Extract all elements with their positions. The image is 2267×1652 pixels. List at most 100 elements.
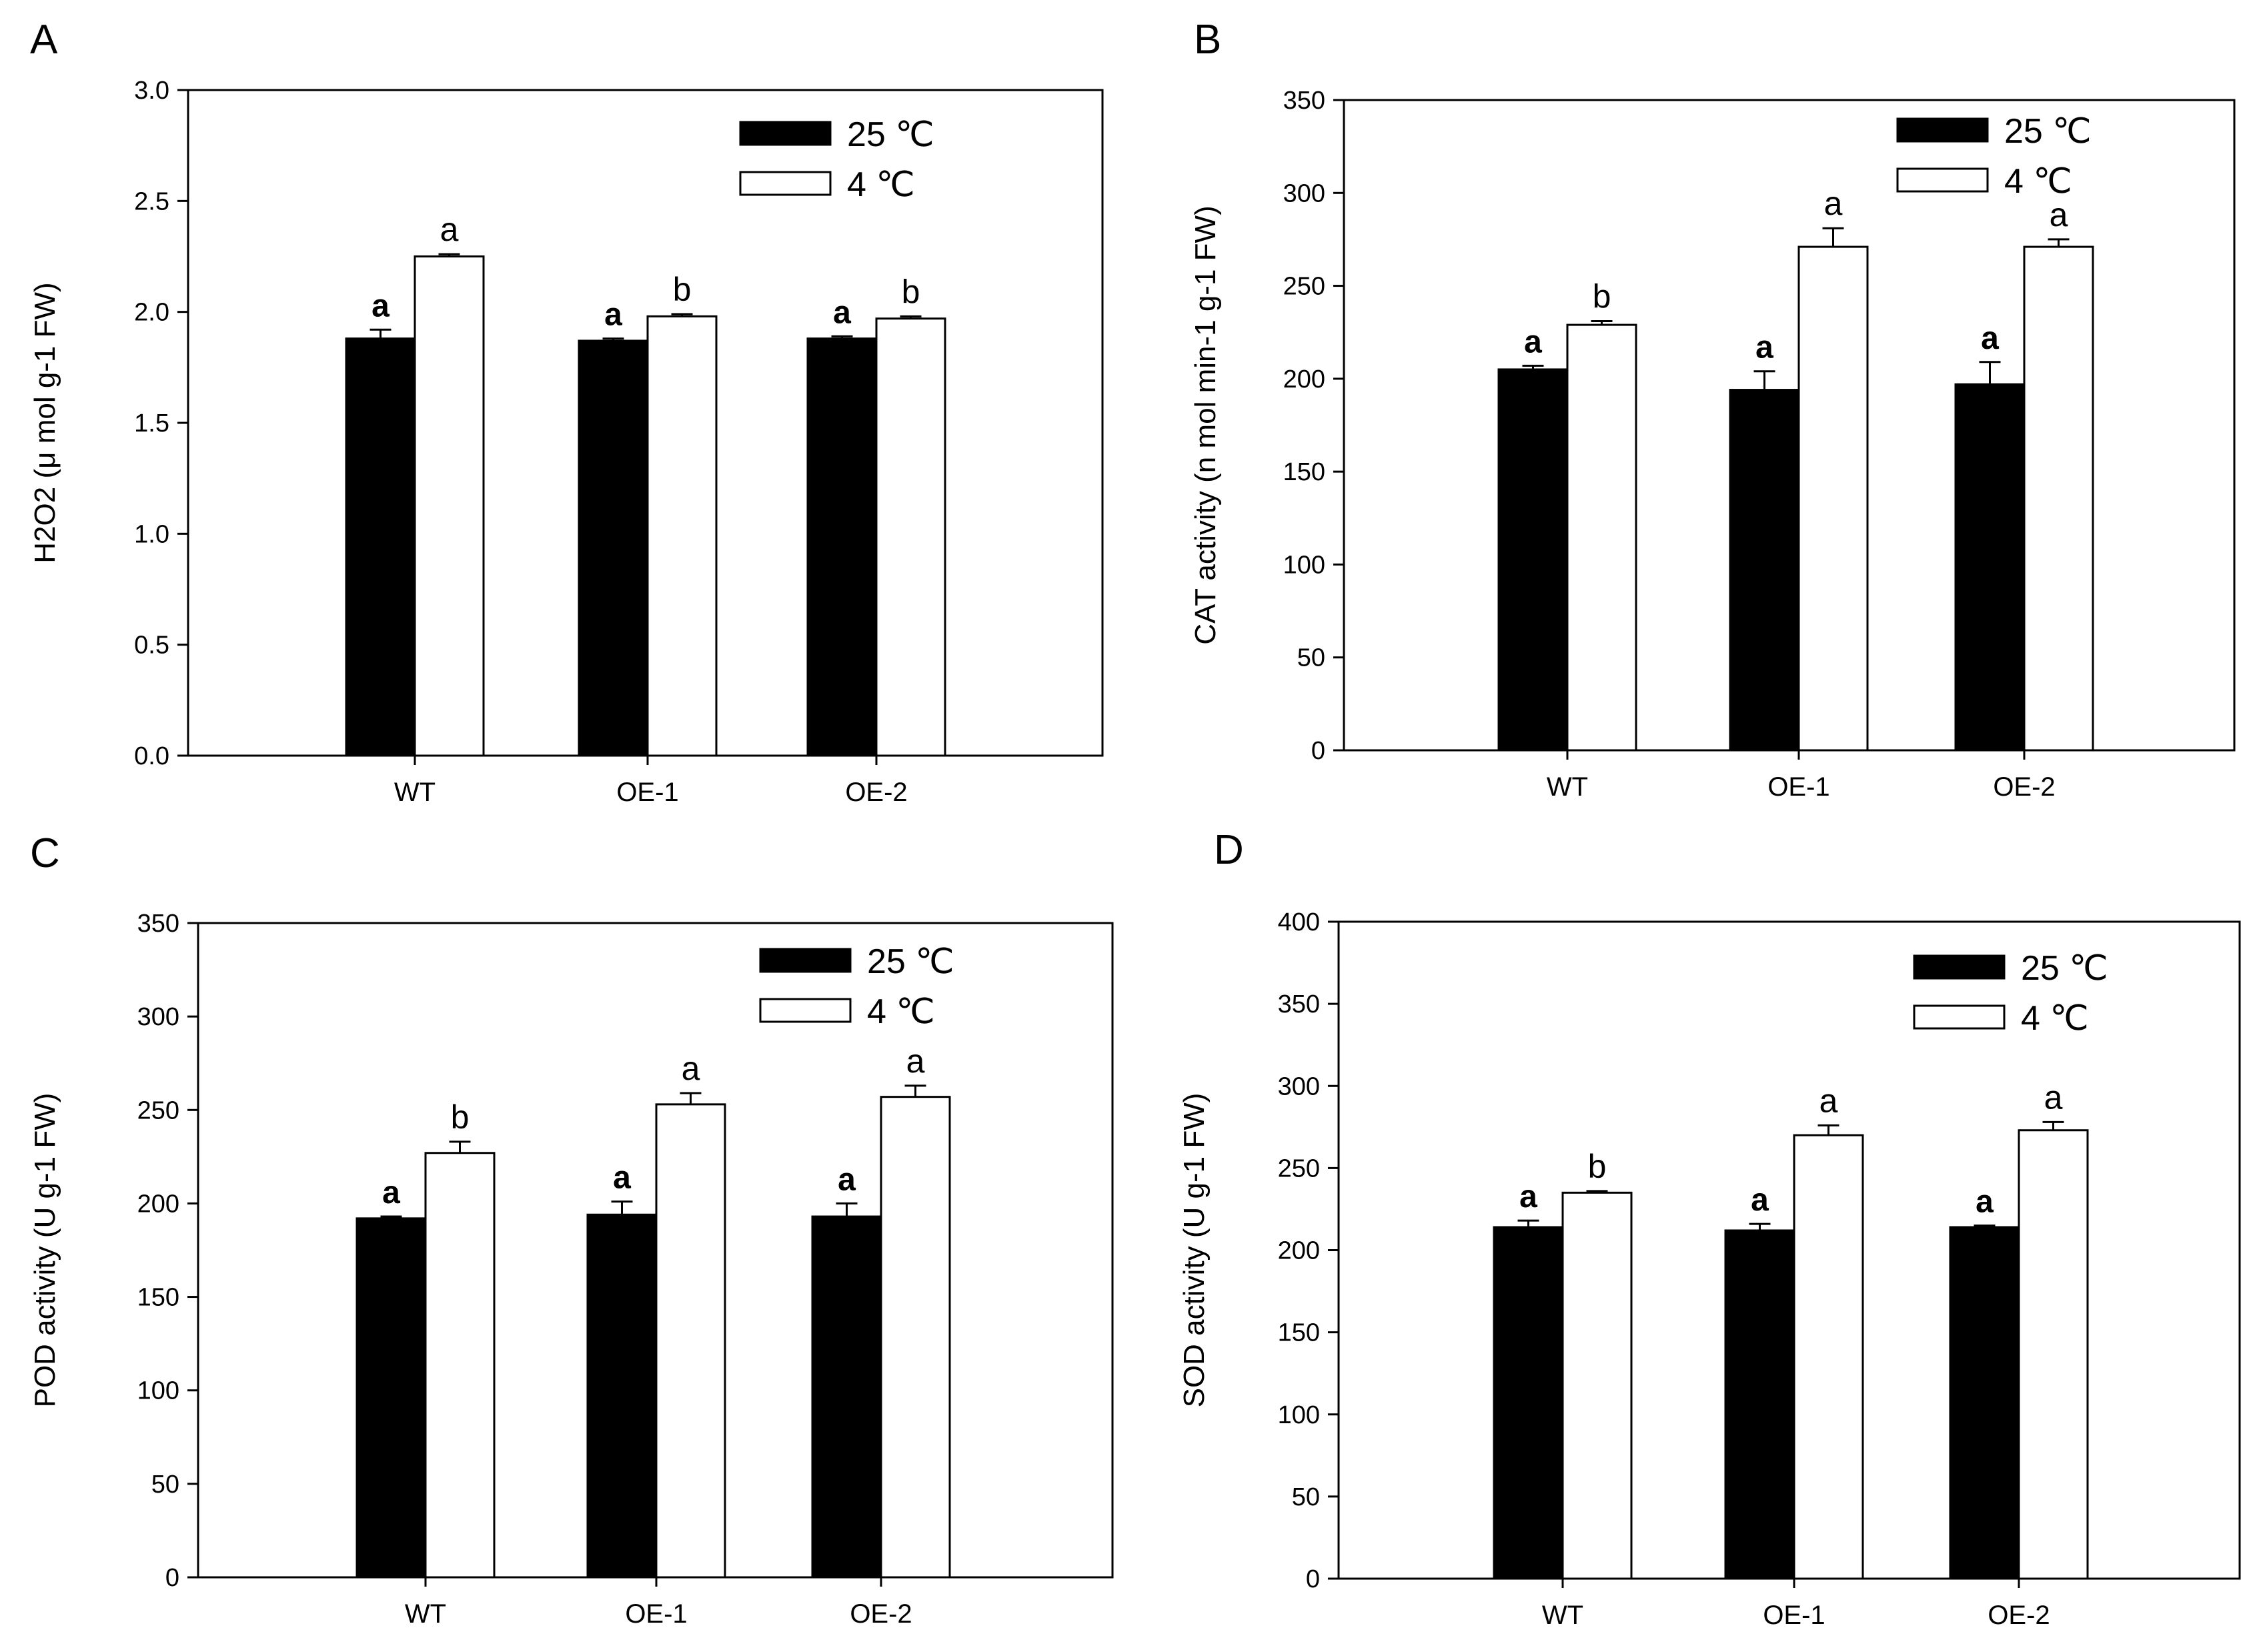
significance-label: b <box>1593 278 1611 315</box>
legend-label-25c: 25 ℃ <box>847 115 934 154</box>
y-tick-label: 350 <box>137 910 179 938</box>
significance-label: a <box>613 1160 631 1196</box>
y-tick-label: 150 <box>1283 458 1325 486</box>
y-tick-label: 50 <box>1297 644 1325 672</box>
chart-panel-d: D 0 50 100 150 200 250 300 350 400 SOD activity (U… <box>1178 827 2241 1630</box>
y-tick-label: 0.5 <box>134 632 169 660</box>
y-tick-label: 100 <box>1283 551 1325 579</box>
y-tick-label: 300 <box>1278 1072 1320 1100</box>
y-tick-label: 200 <box>137 1190 179 1218</box>
bar-25c <box>345 337 416 757</box>
significance-label: b <box>1588 1148 1607 1185</box>
y-tick-label: 150 <box>1278 1319 1320 1347</box>
bar-25c <box>1954 383 2026 752</box>
significance-label: a <box>1519 1179 1537 1214</box>
significance-label: b <box>451 1098 470 1136</box>
y-tick-label: 250 <box>137 1096 179 1124</box>
bar-25c <box>1493 1226 1564 1580</box>
y-tick-label: 350 <box>1283 87 1325 115</box>
y-tick-label: 50 <box>151 1471 179 1499</box>
bar-25c <box>355 1217 427 1579</box>
significance-label: a <box>833 295 851 330</box>
significance-label: b <box>673 271 692 308</box>
category-label: OE-2 <box>1993 772 2055 802</box>
significance-label: a <box>371 288 390 323</box>
legend-swatch-4c <box>759 998 852 1023</box>
y-tick-label: 350 <box>1278 990 1320 1018</box>
bar-25c <box>806 337 878 757</box>
legend-swatch-25c <box>1913 954 2006 980</box>
y-tick-label: 0 <box>1306 1565 1320 1593</box>
significance-label: a <box>1819 1082 1838 1119</box>
y-axis-label: POD activity (U g-1 FW) <box>29 1093 61 1408</box>
legend-label-4c: 4 ℃ <box>2004 162 2072 201</box>
y-axis-label: CAT activity (n mol min-1 g-1 FW) <box>1189 205 1222 644</box>
legend-swatch-25c <box>1896 117 1989 143</box>
significance-label: a <box>1976 1184 1994 1220</box>
legend-label-4c: 4 ℃ <box>847 165 915 204</box>
category-label: WT <box>1547 772 1588 802</box>
panel-label: A <box>30 17 58 63</box>
y-tick-label: 3.0 <box>134 77 169 105</box>
significance-label: a <box>906 1042 925 1080</box>
significance-label: a <box>1981 321 1999 356</box>
bar-4c <box>2018 1129 2089 1580</box>
significance-label: a <box>2044 1078 2063 1116</box>
bar-25c <box>1497 368 1569 752</box>
bar-25c <box>586 1213 658 1579</box>
bar-4c <box>414 255 485 757</box>
legend-label-25c: 25 ℃ <box>2004 112 2092 151</box>
y-tick-label: 250 <box>1278 1154 1320 1182</box>
legend-swatch-4c <box>1913 1004 2006 1030</box>
y-tick-label: 50 <box>1292 1483 1320 1511</box>
significance-label: b <box>902 273 920 310</box>
y-axis-label: H2O2 (μ mol g-1 FW) <box>29 282 61 563</box>
category-label: WT <box>1542 1601 1583 1630</box>
significance-label: a <box>1524 324 1542 359</box>
bar-25c <box>1724 1229 1795 1580</box>
category-label: OE-1 <box>625 1599 687 1629</box>
significance-label: a <box>604 297 622 333</box>
y-tick-label: 0 <box>1311 737 1325 765</box>
bar-4c <box>424 1152 496 1579</box>
panel-label: C <box>30 830 60 876</box>
bar-4c <box>875 317 946 757</box>
legend-label-4c: 4 ℃ <box>867 992 935 1031</box>
bar-25c <box>578 339 649 757</box>
bar-4c <box>1793 1134 1864 1580</box>
legend-label-25c: 25 ℃ <box>867 942 954 981</box>
category-label: OE-1 <box>1763 1601 1825 1630</box>
y-tick-label: 1.5 <box>134 409 169 438</box>
y-tick-label: 400 <box>1278 908 1320 936</box>
bar-4c <box>1566 323 1637 752</box>
chart-panel-a: A 0.0 0.5 1.0 1.5 2.0 2.5 3.0 H2O2 (μ mol g-1 FW… <box>29 17 1104 807</box>
legend-swatch-25c <box>739 121 832 146</box>
bar-4c <box>2023 245 2094 752</box>
bar-25c <box>1949 1226 2020 1580</box>
significance-label: a <box>838 1162 856 1197</box>
bar-4c <box>880 1096 951 1579</box>
panel-label: B <box>1194 17 1221 63</box>
bar-4c <box>655 1103 726 1579</box>
bar-4c <box>1561 1191 1633 1580</box>
legend-swatch-4c <box>1896 167 1989 193</box>
y-tick-label: 2.0 <box>134 299 169 327</box>
category-label: OE-2 <box>850 1599 912 1629</box>
significance-label: a <box>1824 185 1843 222</box>
category-label: WT <box>405 1599 446 1629</box>
legend-swatch-25c <box>759 948 852 973</box>
y-tick-label: 250 <box>1283 273 1325 301</box>
bar-25c <box>811 1215 882 1579</box>
y-tick-label: 100 <box>137 1377 179 1405</box>
bar-4c <box>1797 245 1869 752</box>
significance-label: a <box>2050 196 2068 233</box>
significance-label: a <box>1751 1182 1769 1218</box>
chart-panel-c: C 0 50 100 150 200 250 300 350 POD activity (U g-… <box>29 830 1114 1629</box>
significance-label: a <box>440 211 459 248</box>
y-tick-label: 0 <box>165 1564 179 1592</box>
significance-label: a <box>1755 330 1773 365</box>
y-tick-label: 150 <box>137 1284 179 1312</box>
y-tick-label: 0.0 <box>134 742 169 770</box>
y-tick-label: 300 <box>137 1003 179 1031</box>
